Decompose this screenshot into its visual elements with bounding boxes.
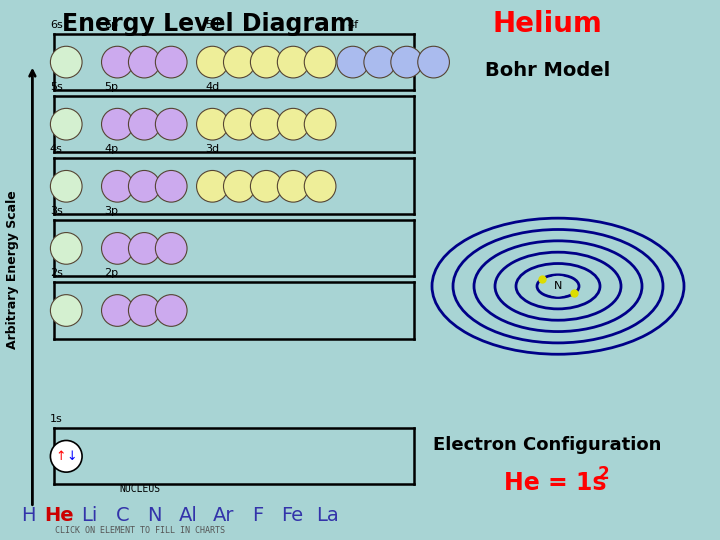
Text: 4d: 4d [205,82,220,92]
Text: 4p: 4p [104,144,119,154]
Text: 4f: 4f [347,19,359,30]
Text: He = 1s: He = 1s [504,471,606,495]
Text: ↓: ↓ [67,450,77,463]
Ellipse shape [156,233,187,264]
Text: 3d: 3d [205,144,220,154]
Ellipse shape [50,295,82,326]
Ellipse shape [197,46,228,78]
Ellipse shape [50,109,82,140]
Text: NUCLEUS: NUCLEUS [120,484,161,494]
Ellipse shape [305,109,336,140]
Text: 5s: 5s [50,82,63,92]
Ellipse shape [156,171,187,202]
Ellipse shape [223,46,255,78]
Text: N: N [554,281,562,291]
Text: Ar: Ar [213,506,235,525]
Ellipse shape [277,109,309,140]
Text: 2s: 2s [50,268,63,278]
Ellipse shape [251,109,282,140]
Text: Bohr Model: Bohr Model [485,60,610,80]
Ellipse shape [128,233,160,264]
Ellipse shape [102,295,133,326]
Text: 6s: 6s [50,19,63,30]
Ellipse shape [102,109,133,140]
Ellipse shape [223,109,255,140]
Ellipse shape [102,233,133,264]
Ellipse shape [128,109,160,140]
Ellipse shape [251,46,282,78]
Ellipse shape [50,46,82,78]
Ellipse shape [128,171,160,202]
Text: CLICK ON ELEMENT TO FILL IN CHARTS: CLICK ON ELEMENT TO FILL IN CHARTS [55,526,225,535]
Text: Electron Configuration: Electron Configuration [433,436,662,455]
Ellipse shape [128,295,160,326]
Ellipse shape [50,441,82,472]
Text: 4s: 4s [50,144,63,154]
Text: 3s: 3s [50,206,63,216]
Text: H: H [22,506,36,525]
Ellipse shape [156,295,187,326]
Text: Li: Li [81,506,97,525]
Ellipse shape [128,46,160,78]
Ellipse shape [223,171,255,202]
Text: C: C [116,506,129,525]
Ellipse shape [156,46,187,78]
Text: Arbitrary Energy Scale: Arbitrary Energy Scale [6,191,19,349]
Text: 6p: 6p [104,19,119,30]
Text: N: N [147,506,161,525]
Ellipse shape [418,46,449,78]
Text: 3p: 3p [104,206,119,216]
Ellipse shape [305,46,336,78]
Text: F: F [252,506,264,525]
Ellipse shape [102,171,133,202]
Text: ↑: ↑ [55,450,66,463]
Ellipse shape [364,46,395,78]
Ellipse shape [305,171,336,202]
Text: 2p: 2p [104,268,119,278]
Ellipse shape [277,171,309,202]
Ellipse shape [156,109,187,140]
Ellipse shape [197,171,228,202]
Text: La: La [316,506,339,525]
Text: 5p: 5p [104,82,119,92]
Text: Al: Al [179,506,198,525]
Ellipse shape [197,109,228,140]
Text: 2: 2 [598,465,609,483]
Ellipse shape [251,171,282,202]
Ellipse shape [545,276,571,296]
Text: Energy Level Diagram: Energy Level Diagram [63,12,355,36]
Ellipse shape [277,46,309,78]
Text: 5d: 5d [205,19,220,30]
Ellipse shape [102,46,133,78]
Ellipse shape [50,171,82,202]
Ellipse shape [337,46,369,78]
Text: Fe: Fe [282,506,303,525]
Ellipse shape [50,233,82,264]
Ellipse shape [391,46,423,78]
Text: Helium: Helium [492,10,602,38]
Text: 1s: 1s [50,414,63,424]
Text: He: He [44,506,74,525]
